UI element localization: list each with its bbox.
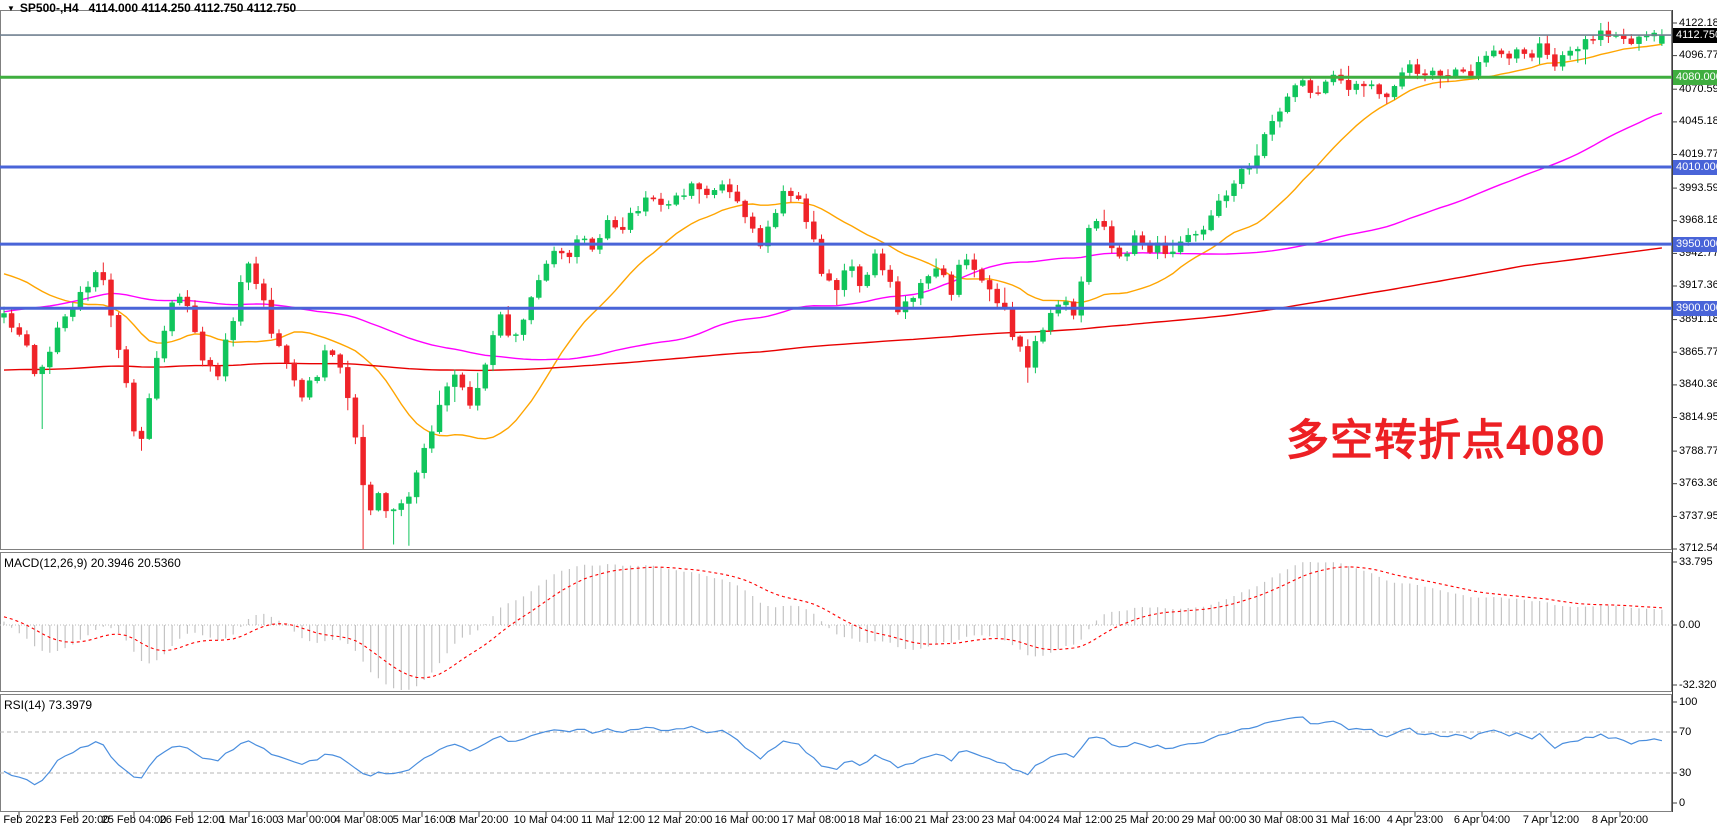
time-tick-label: 16 Mar 00:00: [714, 814, 780, 826]
time-tick-label: 26 Feb 12:00: [159, 814, 225, 826]
time-tick-label: 25 Feb 04:00: [101, 814, 167, 826]
macd-histogram: [3, 562, 1663, 690]
time-tick-label: 31 Mar 16:00: [1315, 814, 1381, 826]
time-tick-label: 25 Mar 20:00: [1114, 814, 1180, 826]
price-tick-label: 4019.770: [1679, 147, 1717, 160]
price-tick-label: 3763.360: [1679, 477, 1717, 490]
price-level-badge: 3950.000: [1673, 236, 1717, 252]
price-tick-label: 3840.360: [1679, 378, 1717, 391]
rsi-indicator-label: RSI(14) 73.3979: [4, 698, 93, 712]
main-price-panel[interactable]: [0, 21, 1672, 549]
macd-signal-line: [3, 566, 1662, 679]
price-tick-label: 4096.770: [1679, 49, 1717, 62]
time-tick-label: 8 Apr 20:00: [1591, 814, 1649, 826]
price-level-badge: 4080.000: [1673, 69, 1717, 85]
rsi-tick-label: 70: [1679, 725, 1692, 738]
symbol-dropdown-icon[interactable]: ▼: [7, 4, 15, 13]
rsi-line: [3, 716, 1663, 786]
annotation-text[interactable]: 多空转折点4080: [1286, 417, 1606, 465]
time-tick-label: 11 Mar 12:00: [580, 814, 646, 826]
symbol-title: SP500-,H4: [19, 1, 79, 15]
time-tick-label: 23 Feb 20:00: [44, 814, 110, 826]
time-tick-label: 22 Feb 2021: [0, 814, 50, 826]
time-tick-label: 30 Mar 08:00: [1248, 814, 1314, 826]
moving-average-260: [3, 247, 1662, 372]
price-tick-label: 4045.180: [1679, 115, 1717, 128]
macd-tick-label: -32.3207: [1679, 678, 1717, 691]
bearish-candles: [8, 30, 1635, 512]
price-tick-label: 3865.770: [1679, 345, 1717, 358]
time-tick-label: 8 Mar 20:00: [449, 814, 509, 826]
price-level-badge: 4010.000: [1673, 159, 1717, 175]
price-tick-label: 3737.950: [1679, 509, 1717, 522]
bullish-candles: [1, 30, 1665, 512]
time-tick-label: 29 Mar 00:00: [1181, 814, 1247, 826]
price-tick-label: 3788.770: [1679, 444, 1717, 457]
time-tick-label: 24 Mar 12:00: [1047, 814, 1113, 826]
rsi-tick-label: 0: [1679, 796, 1686, 809]
price-tick-label: 3968.180: [1679, 214, 1717, 227]
time-tick-label: 7 Apr 12:00: [1522, 814, 1580, 826]
time-tick-label: 4 Mar 08:00: [334, 814, 394, 826]
macd-panel[interactable]: [0, 562, 1672, 690]
time-tick-label: 10 Mar 04:00: [513, 814, 579, 826]
macd-tick-label: 0.00: [1679, 618, 1701, 631]
time-tick-label: 12 Mar 20:00: [647, 814, 713, 826]
symbol-ohlc-values: 4114.000 4114.250 4112.750 4112.750: [88, 1, 297, 15]
moving-average-75: [3, 112, 1663, 361]
time-tick-label: 1 Mar 16:00: [219, 814, 279, 826]
rsi-tick-label: 30: [1679, 766, 1692, 779]
price-tick-label: 4122.180: [1679, 16, 1717, 29]
price-tick-label: 3917.360: [1679, 279, 1717, 292]
price-tick-label: 4070.590: [1679, 82, 1717, 95]
price-tick-label: 3712.540: [1679, 542, 1717, 555]
time-tick-label: 18 Mar 16:00: [847, 814, 913, 826]
price-tick-label: 3993.590: [1679, 181, 1717, 194]
price-tick-label: 3891.180: [1679, 313, 1717, 326]
moving-average-20: [3, 43, 1662, 440]
panel-border: [0, 552, 1672, 692]
panel-border: [0, 10, 1672, 550]
time-tick-label: 23 Mar 04:00: [981, 814, 1047, 826]
price-level-badge: 4112.750: [1673, 27, 1717, 43]
rsi-panel[interactable]: [0, 716, 1672, 786]
macd-tick-label: 33.795: [1679, 555, 1713, 568]
price-tick-label: 3814.950: [1679, 410, 1717, 423]
time-tick-label: 21 Mar 23:00: [914, 814, 980, 826]
time-tick-label: 17 Mar 08:00: [781, 814, 847, 826]
macd-indicator-label: MACD(12,26,9) 20.3946 20.5360: [4, 556, 181, 570]
time-tick-label: 6 Apr 04:00: [1453, 814, 1511, 826]
price-level-badge: 3900.000: [1673, 300, 1717, 316]
time-tick-label: 3 Mar 00:00: [277, 814, 337, 826]
symbol-info: ▼ SP500-,H4 4114.000 4114.250 4112.750 411…: [7, 1, 296, 15]
bearish-wicks: [11, 21, 1632, 549]
time-tick-label: 5 Mar 16:00: [392, 814, 452, 826]
time-tick-label: 4 Apr 23:00: [1386, 814, 1444, 826]
rsi-tick-label: 100: [1679, 695, 1698, 708]
panel-border: [0, 694, 1672, 812]
